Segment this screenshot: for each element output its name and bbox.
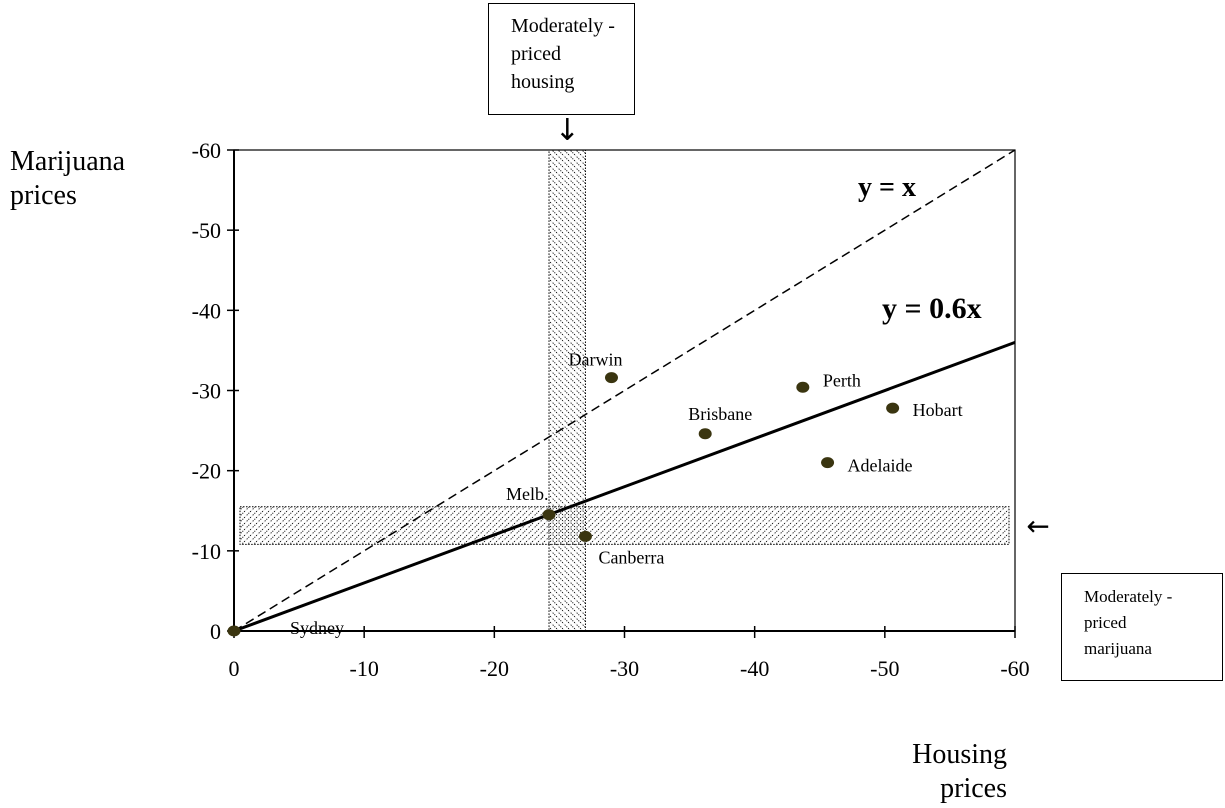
y-tick-label: -10: [192, 539, 221, 564]
x-tick-label: -40: [740, 656, 769, 681]
reference-line-y-equals-0-6x: [233, 340, 1016, 633]
point-label-canberra: Canberra: [598, 547, 664, 567]
band-moderately-priced-housing: [548, 149, 586, 632]
y-axis-title: Marijuana prices: [10, 146, 126, 211]
y-tick-label: -50: [192, 218, 221, 243]
data-point-canberra: [578, 530, 592, 542]
callout-moderately-priced-marijuana: Moderately - priced marijuana: [1061, 573, 1223, 681]
y-tick-label: -40: [192, 298, 221, 323]
point-label-sydney: Sydney: [290, 618, 344, 638]
arrow-left-icon: ←: [1026, 510, 1049, 543]
point-label-brisbane: Brisbane: [688, 404, 752, 424]
line-label-0: y = x: [858, 172, 916, 203]
x-tick-label: -10: [350, 656, 379, 681]
y-tick-label: -20: [192, 459, 221, 484]
callout-moderately-priced-housing: Moderately - priced housing: [488, 3, 635, 115]
data-point-melb: [542, 509, 556, 521]
point-label-hobart: Hobart: [913, 400, 963, 420]
line-label-1: y = 0.6x: [882, 292, 982, 325]
x-tick-label: -50: [870, 656, 899, 681]
point-label-darwin: Darwin: [568, 350, 622, 370]
data-point-adelaide: [821, 457, 835, 469]
data-point-hobart: [886, 402, 900, 414]
y-tick-label: 0: [210, 619, 221, 644]
y-tick-label: -30: [192, 379, 221, 404]
x-tick-label: -60: [1000, 656, 1029, 681]
x-tick-label: -30: [610, 656, 639, 681]
point-label-adelaide: Adelaide: [848, 456, 913, 476]
x-tick-label: 0: [229, 656, 240, 681]
band-moderately-priced-marijuana: [239, 506, 1010, 545]
x-tick-label: -20: [480, 656, 509, 681]
data-point-perth: [796, 381, 810, 393]
reference-line-y-equals-x: [233, 149, 1016, 632]
data-point-darwin: [604, 372, 618, 384]
x-axis-title: Housing prices: [912, 739, 1007, 804]
y-tick-label: -60: [192, 138, 221, 163]
arrow-down-icon: ↓: [555, 113, 580, 148]
data-point-brisbane: [698, 428, 712, 440]
point-label-melb: Melb.: [506, 484, 548, 504]
point-label-perth: Perth: [823, 370, 861, 390]
data-point-sydney: [227, 625, 241, 637]
